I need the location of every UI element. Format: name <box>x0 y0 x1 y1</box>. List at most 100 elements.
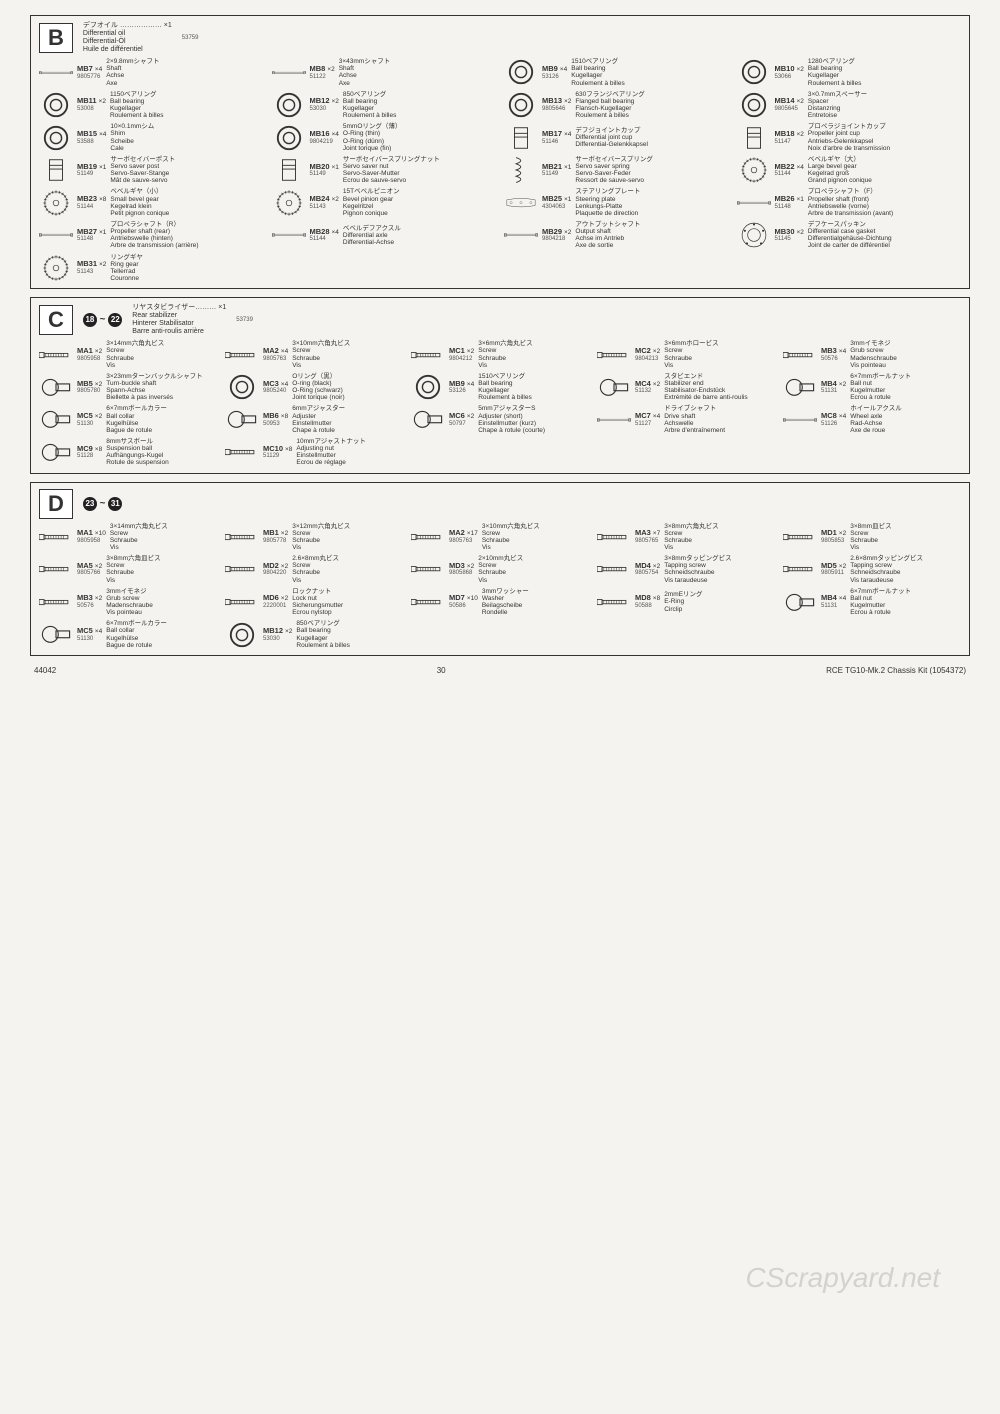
desc-en: Servo saver spring <box>575 163 653 170</box>
desc-jp: 850ベアリング <box>296 620 349 627</box>
desc-de: Antriebs-Gelenkkapsel <box>808 138 890 145</box>
desc-en: Lock nut <box>292 595 343 602</box>
desc-fr: Chape à rotule (courte) <box>478 427 545 434</box>
part-label: MB22 ×451144 <box>775 163 804 178</box>
desc-fr: Axe <box>106 80 159 87</box>
part-desc: 850ベアリングBall bearingKugellagerRoulement … <box>343 91 396 120</box>
part-desc: 6×7mmボールカラーBall collarKugelhülseBague de… <box>106 620 167 649</box>
part-code: MB7 <box>77 64 93 73</box>
part-qty: ×2 <box>564 229 571 236</box>
desc-jp: 3×10mm六角丸ビス <box>292 340 350 347</box>
desc-fr: Roulement à billes <box>575 112 644 119</box>
page-footer: 44042 30 RCE TG10-Mk.2 Chassis Kit (1054… <box>30 664 970 677</box>
desc-de: Lenkungs-Platte <box>575 203 640 210</box>
part-label: MB4 ×251131 <box>821 380 846 395</box>
desc-fr: Roulement à billes <box>478 394 531 401</box>
part-label: MB3 ×250576 <box>77 594 102 609</box>
desc-de: Kugelhülse <box>106 420 167 427</box>
desc-de: Achswelle <box>664 420 725 427</box>
desc-fr: Ecrou de réglage <box>296 459 365 466</box>
desc-jp: 2.6×8mmタッピングビス <box>850 555 923 562</box>
part-md1: MD1 ×298058533×8mm皿ビスScrewSchraubeVis <box>783 523 961 552</box>
part-qty: ×1 <box>331 164 338 171</box>
desc-de: Schraube <box>292 355 350 362</box>
desc-jp: 6×7mmボールナット <box>850 373 911 380</box>
part-md5: MD5 ×298059112.6×8mmタッピングビスTapping screw… <box>783 555 961 584</box>
desc-fr: Vis <box>478 362 532 369</box>
part-mb9: MB9 ×4531261510ベアリングBall bearingKugellag… <box>411 373 589 402</box>
desc-fr: Rondelle <box>482 609 529 616</box>
part-label: MB27 ×151148 <box>77 228 106 243</box>
part-icon <box>737 189 771 217</box>
desc-jp: アウトプットシャフト <box>575 221 640 228</box>
part-qty: ×2 <box>99 261 106 268</box>
desc-de: Einstellmutter <box>296 452 365 459</box>
section-c: C 18 ~ 22 リヤスタビライザー……… ×1 Rear stabilize… <box>30 297 970 473</box>
part-pn: 51143 <box>77 269 106 276</box>
header-pn: 53759 <box>182 35 199 41</box>
part-label: MD3 ×29805868 <box>449 562 474 577</box>
desc-jp: 3×6mm六角丸ビス <box>478 340 532 347</box>
part-qty: ×2 <box>95 595 102 602</box>
desc-en: Ball collar <box>106 413 167 420</box>
part-desc: 6×7mmボールナットBall nutKugelmutterEcrou à ro… <box>850 588 911 617</box>
part-pn: 4304063 <box>542 204 571 211</box>
part-icon <box>411 523 445 551</box>
header-de: Differential-Öl <box>83 38 172 46</box>
part-pn: 9805645 <box>775 106 804 113</box>
desc-fr: Extrémité de barre anti-roulis <box>664 394 747 401</box>
desc-de: Differentialgehäuse-Dichtung <box>808 235 892 242</box>
part-label: MB7 ×49805776 <box>77 65 102 80</box>
part-desc: プロペラジョイントカップPropeller joint cupAntriebs-… <box>808 123 890 152</box>
desc-de: Kugelhülse <box>106 635 167 642</box>
desc-en: Bevel pinion gear <box>343 196 400 203</box>
part-icon <box>272 156 306 184</box>
part-icon <box>411 588 445 616</box>
desc-jp: デフジョイントカップ <box>575 127 648 134</box>
part-label: MD2 ×29804220 <box>263 562 288 577</box>
desc-en: Screw <box>110 530 168 537</box>
part-code: MB14 <box>775 96 795 105</box>
desc-de: Differential-Gelenkkapsel <box>575 141 648 148</box>
part-icon <box>39 124 73 152</box>
desc-fr: Vis pointeau <box>850 362 897 369</box>
part-label: MB15 ×453588 <box>77 130 106 145</box>
part-pn: 51147 <box>775 139 804 146</box>
desc-en: Screw <box>292 530 350 537</box>
part-pn: 2220001 <box>263 603 288 610</box>
desc-fr: Vis <box>292 577 339 584</box>
desc-jp: サーボセイバースプリング <box>575 156 653 163</box>
part-qty: ×8 <box>285 446 292 453</box>
part-desc: 2×10mm丸ビスScrewSchraubeVis <box>478 555 523 584</box>
part-md7: MD7 ×10505863mmワッシャーWasherBeilagscheibeR… <box>411 588 589 617</box>
header-pn: 53739 <box>236 317 253 323</box>
part-mb23: MB23 ×851144ベベルギヤ（小）Small bevel gearKege… <box>39 188 264 217</box>
part-code: MB29 <box>542 227 562 236</box>
desc-fr: Arbre d'entraînement <box>664 427 725 434</box>
part-code: MC8 <box>821 411 837 420</box>
desc-de: Beilagscheibe <box>482 602 529 609</box>
part-icon <box>39 523 73 551</box>
section-b-header-text: デフオイル ……………… ×1 Differential oil Differe… <box>83 22 172 54</box>
part-desc: 3×10mm六角丸ビスScrewSchraubeVis <box>482 523 540 552</box>
part-label: MB28 ×451144 <box>310 228 339 243</box>
part-code: MB4 <box>821 593 837 602</box>
desc-de: Kugellager <box>571 72 624 79</box>
part-icon <box>39 221 73 249</box>
part-pn: 53066 <box>775 74 804 81</box>
part-icon <box>597 555 631 583</box>
part-code: MB24 <box>310 194 330 203</box>
part-qty: ×2 <box>95 563 102 570</box>
desc-de: O-Ring (schwarz) <box>292 387 344 394</box>
desc-en: Grub screw <box>106 595 153 602</box>
part-code: MD4 <box>635 561 651 570</box>
part-code: MA2 <box>449 528 465 537</box>
part-mb28: MB28 ×451144ベベルデフアクスルDifferential axleDi… <box>272 221 497 250</box>
part-icon <box>597 406 631 434</box>
part-label: MC9 ×851128 <box>77 445 102 460</box>
part-label: MC4 ×251132 <box>635 380 660 395</box>
desc-de: Differential-Achse <box>343 239 401 246</box>
desc-de: Kegelrad groß <box>808 170 872 177</box>
part-qty: ×4 <box>653 413 660 420</box>
desc-jp: デフケースパッキン <box>808 221 892 228</box>
